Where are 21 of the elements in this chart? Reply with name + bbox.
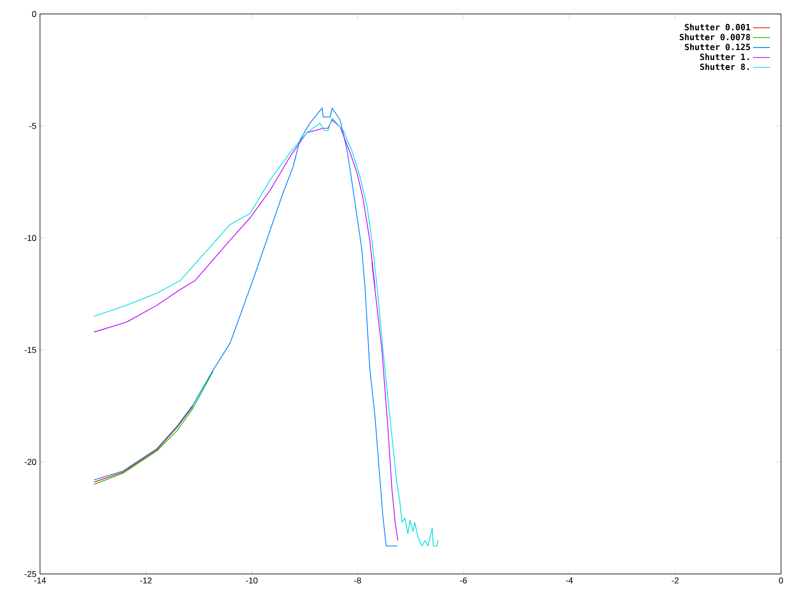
- legend-label: Shutter 8.: [700, 63, 749, 70]
- legend-label: Shutter 1.: [700, 54, 749, 60]
- legend-label: Shutter 0.0078: [680, 34, 750, 40]
- x-tick-label: -6: [460, 578, 467, 584]
- x-tick-label: -8: [354, 578, 361, 584]
- line-series: [94, 406, 194, 483]
- x-tick-label: -4: [566, 578, 573, 584]
- y-tick-label: -25: [24, 570, 36, 577]
- x-tick-label: -12: [140, 578, 152, 584]
- legend-label: Shutter 0.125: [684, 44, 750, 50]
- x-tick-label: -2: [672, 578, 678, 584]
- y-tick-label: 0: [32, 10, 36, 17]
- y-tick-label: -5: [29, 123, 36, 129]
- line-series: [94, 370, 214, 485]
- x-tick-label: 0: [778, 578, 784, 584]
- x-tick-label: -10: [246, 578, 258, 584]
- y-tick-label: -10: [24, 234, 36, 241]
- legend-label: Shutter 0.001: [684, 24, 750, 30]
- y-tick-label: -15: [24, 347, 36, 353]
- y-tick-label: -20: [24, 458, 36, 465]
- x-tick-label: -14: [34, 578, 46, 584]
